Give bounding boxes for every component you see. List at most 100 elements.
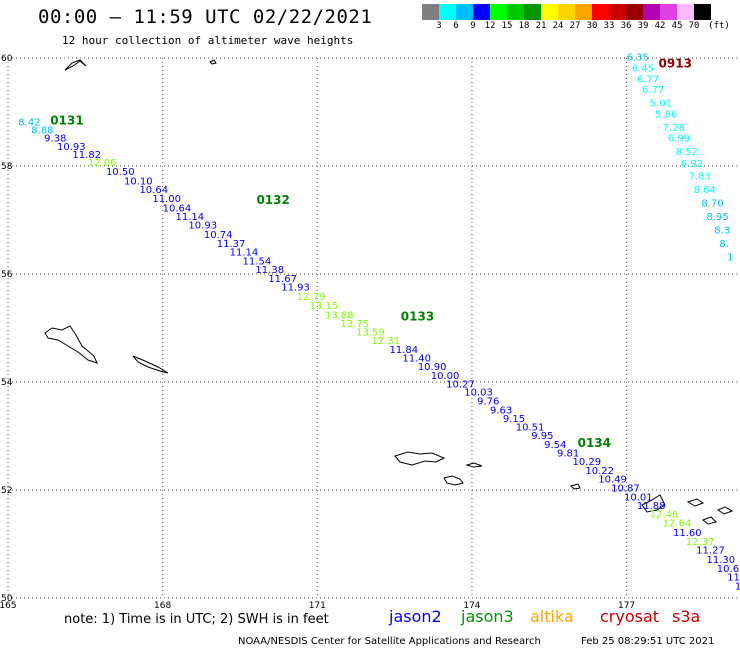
coastline-islet-c [686,498,705,507]
data-point-label: 9.54 [544,440,566,451]
color-scale-bar [422,4,711,20]
data-point-label: 11.00 [152,194,181,205]
data-point-label: 6.35 [627,53,649,64]
coastline-attu-island [44,325,98,364]
data-point-label: 13.88 [325,310,354,321]
coastline-islet-a [465,462,483,468]
data-point-label: 10.49 [598,474,627,485]
legend-satellite-s3a: s3a [672,607,701,626]
x-tick-label: 171 [309,601,326,611]
data-point-label: 12.64 [663,519,692,530]
data-point-label: 11.10 [727,573,740,584]
data-point-label: 11.40 [402,353,431,364]
data-point-label: 10.68 [717,564,740,575]
data-point-label: 5.01 [650,99,672,110]
color-scale-tick: 70 [688,21,700,31]
color-scale-tick: 6 [453,21,459,31]
data-point-label: 12.37 [686,537,715,548]
color-scale-cell [456,4,473,20]
color-scale-cell [660,4,677,20]
axis-labels: 165 168 171 174 177 50 52 54 56 58 60 [0,54,635,611]
data-point-label: 11.14 [230,248,259,259]
data-point-label: 10.47 [735,581,740,592]
footer-timestamp: Feb 25 08:29:51 UTC 2021 [581,636,715,647]
data-point-label: 13.15 [310,301,339,312]
color-scale-ticks: 3 6 9 12 15 18 21 24 27 30 33 36 39 42 45 70 (ft) [422,21,740,33]
time-labels: 0131 0132 0133 0134 0913 [50,57,692,450]
y-tick-label: 52 [1,486,12,496]
legend-satellite-jason3: jason3 [461,607,514,626]
data-point-label: 11.82 [72,150,101,161]
data-point-label: 11.84 [389,345,418,356]
data-point-label: 8.52 [676,147,698,158]
x-tick-label: 174 [463,601,480,611]
legend-note: note: 1) Time is in UTC; 2) SWH is in fe… [64,612,329,627]
x-tick-label: 177 [618,601,635,611]
footer-credit: NOAA/NESDIS Center for Satellite Applica… [238,636,541,647]
color-scale-cell [422,4,439,20]
data-point-label: 10.29 [572,457,601,468]
coastline-islet-d [702,516,717,525]
color-scale-tick: 21 [535,21,547,31]
time-label: 0131 [50,113,83,127]
data-point-label: 10.90 [418,362,447,373]
color-scale-cell [592,4,609,20]
data-point-label: 10.64 [163,203,192,214]
coastline-adak-group [641,494,666,513]
data-point-label: 10.93 [188,221,217,232]
data-point-label: 9.63 [490,405,512,416]
data-point-label: 12.79 [297,292,326,303]
color-scale-cell [694,4,711,20]
color-scale-cell [541,4,558,20]
color-scale-tick: 36 [620,21,632,31]
data-point-label: 6.77 [637,74,659,85]
color-scale-cell [490,4,507,20]
data-point-label: 10.01 [624,492,653,503]
color-scale-tick: 18 [518,21,530,31]
data-point-label: 9.95 [531,431,553,442]
coastline-kiska-island [394,451,446,466]
color-scale-cell [558,4,575,20]
coastline-islet-e [716,506,734,515]
data-point-label: 8.3 [714,226,730,237]
data-point-label: 10.03 [464,388,493,399]
time-label: 0133 [401,309,434,323]
data-point-label: 9.38 [44,134,66,145]
color-scale-tick: 27 [569,21,581,31]
data-point-label: 11.93 [281,283,310,294]
data-point-label: 11.88 [637,501,666,512]
data-point-label: 13.75 [340,319,369,330]
coastline-north-islet [209,59,217,65]
data-point-label: 7.28 [663,123,685,134]
data-point-label: 10.74 [204,230,233,241]
data-point-label: 11.37 [217,239,246,250]
legend-satellite-jason2: jason2 [389,607,442,626]
data-point-label: 5.86 [655,109,677,120]
data-point-label: 10.64 [139,185,168,196]
data-point-label: 10.00 [431,371,460,382]
color-scale-tick: 39 [637,21,649,31]
color-scale-tick: 42 [654,21,666,31]
color-scale-cell [524,4,541,20]
data-point-label: 8. [719,239,729,250]
color-scale-cell [507,4,524,20]
y-tick-label: 60 [1,54,13,64]
data-point-label: 10.93 [57,142,86,153]
coastline-islet-b [570,483,581,490]
coastline-peninsula-north [64,59,87,71]
x-tick-label: 168 [154,601,171,611]
data-point-label: 9.15 [503,414,525,425]
color-scale-cell [626,4,643,20]
data-point-label: 1 [727,253,733,264]
x-tick-label: 165 [0,601,17,611]
legend-satellite-cryosat: cryosat [600,607,660,626]
coastline-little-sitkin [443,475,464,486]
data-point-label: 12.46 [650,510,679,521]
color-scale-cell [643,4,660,20]
y-tick-label: 54 [1,378,13,388]
data-point-label: 6.45 [632,64,654,75]
data-point-label: 11.67 [268,274,297,285]
data-point-label: 9.76 [477,397,499,408]
data-point-label: 6.77 [642,85,664,96]
